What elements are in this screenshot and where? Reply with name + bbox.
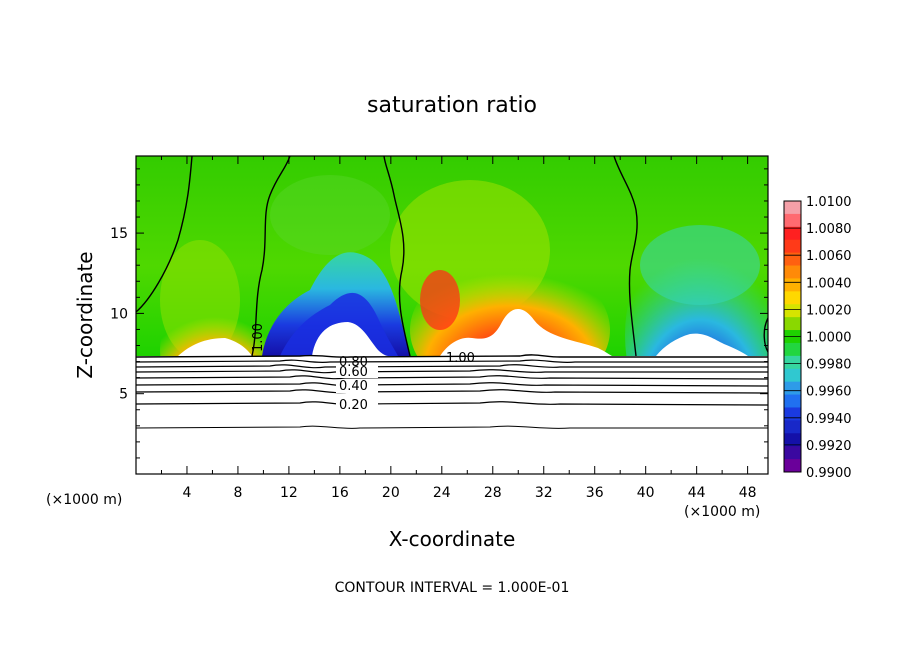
contour-line-0-90 — [136, 359, 768, 364]
contour-line-0-60 — [136, 375, 768, 380]
colorbar-label: 0.9960 — [806, 385, 852, 400]
contour-line-0-80 — [136, 364, 768, 369]
colorbar-label: 1.0040 — [806, 276, 852, 291]
contour-line-0-20 — [136, 401, 768, 406]
heatmap-field — [136, 156, 768, 474]
colorbar-swatch — [784, 407, 801, 421]
label-mask-1 — [336, 366, 378, 378]
x-tick-label: 24 — [433, 485, 451, 501]
x-tick-label: 36 — [586, 485, 604, 501]
colorbar-swatch — [784, 342, 801, 357]
contour-label-0-60: 0.60 — [339, 365, 368, 380]
label-mask-2 — [336, 381, 378, 393]
colorbar-swatch — [784, 252, 801, 267]
saturated-patch-3 — [440, 309, 612, 356]
saturated-patch-4 — [656, 333, 748, 356]
x-unit-right: (×1000 m) — [684, 504, 760, 520]
colorbar-swatch — [784, 304, 801, 318]
label-mask-3 — [336, 398, 378, 410]
chart-title: saturation ratio — [367, 93, 537, 118]
colorbar-swatch — [784, 446, 801, 460]
colorbar-swatch — [784, 394, 801, 408]
x-tick-label: 20 — [382, 485, 400, 501]
colorbar-swatch — [784, 459, 801, 473]
colorbar-label: 1.0020 — [806, 303, 852, 318]
colorbar-swatch — [784, 368, 801, 383]
colorbar-swatch — [784, 381, 801, 396]
colorbar-swatch — [784, 201, 801, 215]
x-axis-ticks: 4 8 12 16 20 24 28 32 36 40 44 48 — [160, 156, 757, 501]
colorbar-swatch — [784, 433, 801, 447]
colorbar-swatch — [784, 355, 801, 370]
contour-line-1-00-d — [613, 156, 638, 357]
colorbar-label: 1.0000 — [806, 331, 852, 346]
colorbar-swatch — [784, 291, 801, 305]
x-tick-label: 48 — [739, 485, 757, 501]
contour-line-1-00-e — [763, 317, 768, 353]
field-light-green-3 — [270, 175, 390, 255]
colorbar-swatch — [784, 420, 801, 434]
contour-line-1-00-base — [136, 354, 768, 358]
x-tick-label: 40 — [637, 485, 655, 501]
colorbar-swatch — [784, 278, 801, 292]
x-tick-label: 16 — [331, 485, 349, 501]
contour-line-0-40 — [136, 389, 768, 394]
colorbar-label: 0.9920 — [806, 439, 852, 454]
y-axis-ticks: 5 10 15 — [110, 168, 768, 459]
colorbar: 1.0100 1.0080 1.0060 1.0040 1.0020 1.0000 0.99… — [783, 195, 852, 481]
contour-label-1-00-vertical: 1.00 — [251, 323, 266, 352]
x-tick-label: 28 — [484, 485, 502, 501]
colorbar-swatch — [784, 213, 801, 228]
colorbar-label: 1.0060 — [806, 249, 852, 264]
colorbar-swatch — [784, 226, 801, 241]
contour-line-1-00-c — [383, 156, 411, 357]
x-tick-label: 32 — [535, 485, 553, 501]
x-tick-label: 44 — [688, 485, 706, 501]
colorbar-swatch — [784, 265, 801, 279]
x-axis-label: X-coordinate — [389, 527, 516, 551]
contour-line-0-70 — [136, 369, 768, 374]
y-tick-label: 15 — [110, 226, 128, 242]
contour-label-0-40: 0.40 — [339, 379, 368, 394]
plot-frame — [135, 155, 769, 475]
colorbar-label: 1.0100 — [806, 195, 852, 210]
colorbar-label: 0.9900 — [806, 466, 852, 481]
contour-line-0-50 — [136, 382, 768, 387]
x-unit-left: (×1000 m) — [46, 492, 122, 508]
colorbar-label: 1.0080 — [806, 222, 852, 237]
x-tick-label: 12 — [280, 485, 298, 501]
contour-label-1-00: 1.00 — [446, 351, 475, 366]
saturated-patch-2 — [312, 322, 388, 356]
colorbar-swatch — [784, 239, 801, 254]
colorbar-swatch — [784, 317, 801, 331]
field-supersaturated-2b — [420, 270, 460, 330]
contour-line-1-00-a — [136, 156, 193, 313]
x-tick-label: 4 — [183, 485, 192, 501]
y-tick-label: 5 — [119, 387, 128, 403]
y-tick-label: 10 — [110, 306, 128, 322]
field-subsaturated-2-top — [640, 225, 760, 305]
contour-line-0-10 — [136, 425, 768, 429]
contour-label-0-20: 0.20 — [339, 398, 368, 413]
lower-region — [136, 356, 768, 474]
contour-label-0-80: 0.80 — [339, 355, 368, 370]
contour-interval-note: CONTOUR INTERVAL = 1.000E-01 — [335, 580, 570, 596]
contour-line-1-00-b — [251, 156, 291, 357]
y-axis-label: Z-coordinate — [73, 251, 97, 378]
saturated-patch-1 — [178, 338, 252, 356]
colorbar-label: 0.9980 — [806, 358, 852, 373]
x-tick-label: 8 — [233, 485, 242, 501]
colorbar-label: 0.9940 — [806, 412, 852, 427]
